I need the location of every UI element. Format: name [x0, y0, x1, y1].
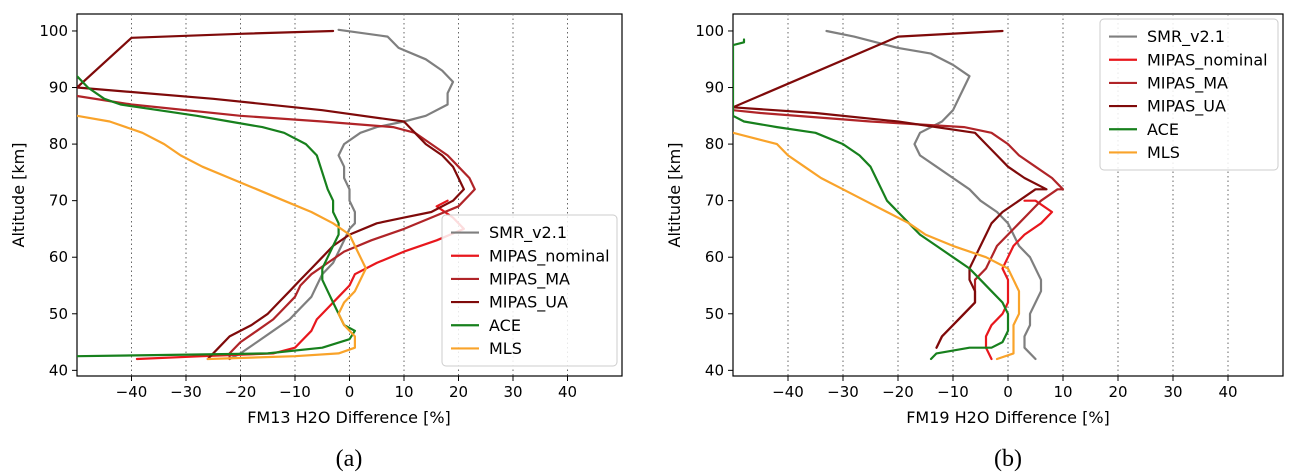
x-tick-label: 40 [1218, 383, 1237, 401]
x-tick-label: 0 [345, 383, 355, 401]
x-tick-label: 20 [1108, 383, 1127, 401]
series-line-mls [733, 131, 1021, 361]
legend-box [441, 214, 618, 367]
x-tick-label: −30 [827, 383, 859, 401]
legend-entry: MIPAS_UA [489, 293, 568, 313]
y-tick-label: 80 [49, 135, 68, 153]
x-tick-label: −20 [225, 383, 257, 401]
x-tick-label: 30 [503, 383, 522, 401]
y-tick-label: 50 [705, 305, 724, 323]
legend: SMR_v2.1 MIPAS_nominal MIPAS_MA MIPAS_UA ACE… [1099, 18, 1279, 171]
y-tick-label: 60 [49, 248, 68, 266]
y-tick-label: 50 [49, 305, 68, 323]
x-ticks: −40 −30 −20 −10 0 10 20 30 40 [116, 376, 577, 401]
y-tick-label: 40 [705, 361, 724, 379]
legend-entry: MIPAS_nominal [489, 246, 610, 266]
legend-entry: MIPAS_UA [1147, 97, 1226, 117]
chart-panel-b: −40 −30 −20 −10 0 10 20 30 40 40 50 60 70 80 90 100 FM… [665, 13, 1284, 472]
legend-entry: SMR_v2.1 [489, 223, 567, 243]
legend-entry: MIPAS_MA [489, 269, 570, 289]
x-axis-label: FM19 H2O Difference [%] [906, 408, 1110, 427]
series-line-mipas-ma [77, 94, 476, 361]
series-line-smr-v2-1 [825, 29, 1043, 361]
grid-lines [787, 14, 1229, 376]
x-tick-label: −10 [937, 383, 969, 401]
legend-box [1099, 18, 1279, 171]
x-tick-label: −30 [170, 383, 202, 401]
legend-entry: ACE [1147, 120, 1179, 139]
series-line-smr-v2-1 [228, 28, 455, 361]
panel-label: (a) [336, 446, 363, 472]
legend-entry: MIPAS_nominal [1147, 50, 1268, 70]
series-line-mls [77, 114, 367, 361]
y-tick-label: 80 [705, 135, 724, 153]
x-tick-label: 40 [558, 383, 577, 401]
series-lines [733, 29, 1065, 361]
x-tick-label: 10 [394, 383, 413, 401]
y-tick-label: 100 [695, 22, 724, 40]
x-tick-label: −40 [116, 383, 148, 401]
y-ticks: 40 50 60 70 80 90 100 [39, 22, 77, 379]
legend-entry: MIPAS_MA [1147, 73, 1228, 93]
legend-entry: ACE [489, 316, 521, 335]
y-tick-label: 70 [705, 192, 724, 210]
series-lines [77, 28, 476, 361]
series-line-ace [77, 75, 356, 358]
x-tick-label: −10 [279, 383, 311, 401]
x-tick-label: 30 [1163, 383, 1182, 401]
y-tick-label: 70 [49, 192, 68, 210]
panel-label: (b) [994, 446, 1022, 472]
x-tick-label: 20 [449, 383, 468, 401]
x-tick-label: 10 [1053, 383, 1072, 401]
series-line-mipas-ua [77, 29, 465, 361]
y-axis-label: Altitude [km] [9, 143, 28, 248]
y-axis-label: Altitude [km] [665, 143, 684, 248]
x-tick-label: −20 [882, 383, 914, 401]
x-tick-label: −40 [772, 383, 804, 401]
series-line-mipas-ua [733, 29, 1048, 349]
legend-entry: MLS [489, 339, 522, 358]
y-ticks: 40 50 60 70 80 90 100 [695, 22, 733, 379]
y-tick-label: 40 [49, 361, 68, 379]
legend-entry: SMR_v2.1 [1147, 27, 1225, 47]
y-tick-label: 100 [39, 22, 68, 40]
legend-entry: MLS [1147, 143, 1180, 162]
series-line-mipas-nominal [984, 199, 1054, 361]
x-axis-label: FM13 H2O Difference [%] [247, 408, 451, 427]
x-ticks: −40 −30 −20 −10 0 10 20 30 40 [772, 376, 1238, 401]
y-tick-label: 90 [49, 79, 68, 97]
x-tick-label: 0 [1003, 383, 1013, 401]
y-tick-label: 60 [705, 248, 724, 266]
y-tick-label: 90 [705, 79, 724, 97]
chart-panel-a: −40 −30 −20 −10 0 10 20 30 40 40 50 60 70 80 90 100 FM… [9, 13, 623, 472]
legend: SMR_v2.1 MIPAS_nominal MIPAS_MA MIPAS_UA ACE… [441, 214, 618, 367]
